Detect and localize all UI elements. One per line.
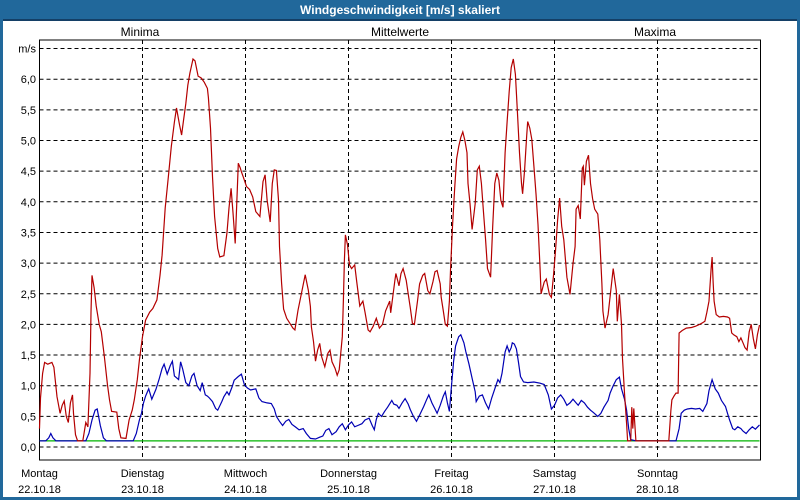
y-tick-label: 1,0: [21, 381, 36, 393]
legend-item-mittelwerte: Mittelwerte: [371, 25, 429, 39]
x-date-label: 28.10.18: [636, 484, 679, 496]
y-tick-label: 3,5: [21, 227, 36, 239]
plot-frame: [39, 39, 761, 461]
x-date-label: 22.10.18: [18, 484, 61, 496]
y-axis-labels: 0,0 0,5 1,0 1,5 2,0 2,5 3,0 3,5 4,0 4,5 5,0 5,5 6,0 m…: [18, 44, 36, 454]
gridlines: [39, 40, 761, 460]
series-line-maxima: [38, 57, 761, 442]
x-day-label: Samstag: [533, 468, 576, 480]
y-tick-label: 1,5: [21, 350, 36, 362]
window-title: Windgeschwindigkeit [m/s] skaliert: [300, 2, 500, 17]
y-tick-label: 0,5: [21, 411, 36, 423]
chart-legend: Minima Mittelwerte Maxima: [121, 25, 677, 39]
y-tick-label: 2,0: [21, 319, 36, 331]
x-day-label: Mittwoch: [224, 468, 267, 480]
x-day-label: Montag: [21, 468, 58, 480]
y-tick-label: 0,0: [21, 442, 36, 454]
x-axis-labels: Montag 22.10.18 Dienstag 23.10.18 Mittwoch 24…: [18, 468, 679, 496]
y-tick-label: 4,0: [21, 197, 36, 209]
y-tick-label: 6,0: [21, 74, 36, 86]
series-line-mittelwerte: [39, 333, 760, 442]
x-day-label: Donnerstag: [320, 468, 377, 480]
x-date-label: 25.10.18: [327, 484, 370, 496]
legend-item-maxima: Maxima: [634, 25, 676, 39]
x-date-label: 23.10.18: [121, 484, 164, 496]
y-tick-label: 5,5: [21, 105, 36, 117]
legend-item-minima: Minima: [121, 25, 160, 39]
y-tick-label: 3,0: [21, 258, 36, 270]
window-titlebar: Windgeschwindigkeit [m/s] skaliert: [0, 0, 800, 21]
x-day-label: Dienstag: [121, 468, 164, 480]
y-tick-label: 4,5: [21, 166, 36, 178]
x-date-label: 27.10.18: [533, 484, 576, 496]
x-date-label: 24.10.18: [224, 484, 267, 496]
y-axis-unit-label: m/s: [18, 44, 36, 56]
x-day-label: Sonntag: [637, 468, 678, 480]
y-tick-label: 5,0: [21, 136, 36, 148]
y-tick-label: 2,5: [21, 289, 36, 301]
x-date-label: 26.10.18: [430, 484, 473, 496]
x-day-label: Freitag: [434, 468, 468, 480]
series-lines: [38, 57, 761, 442]
